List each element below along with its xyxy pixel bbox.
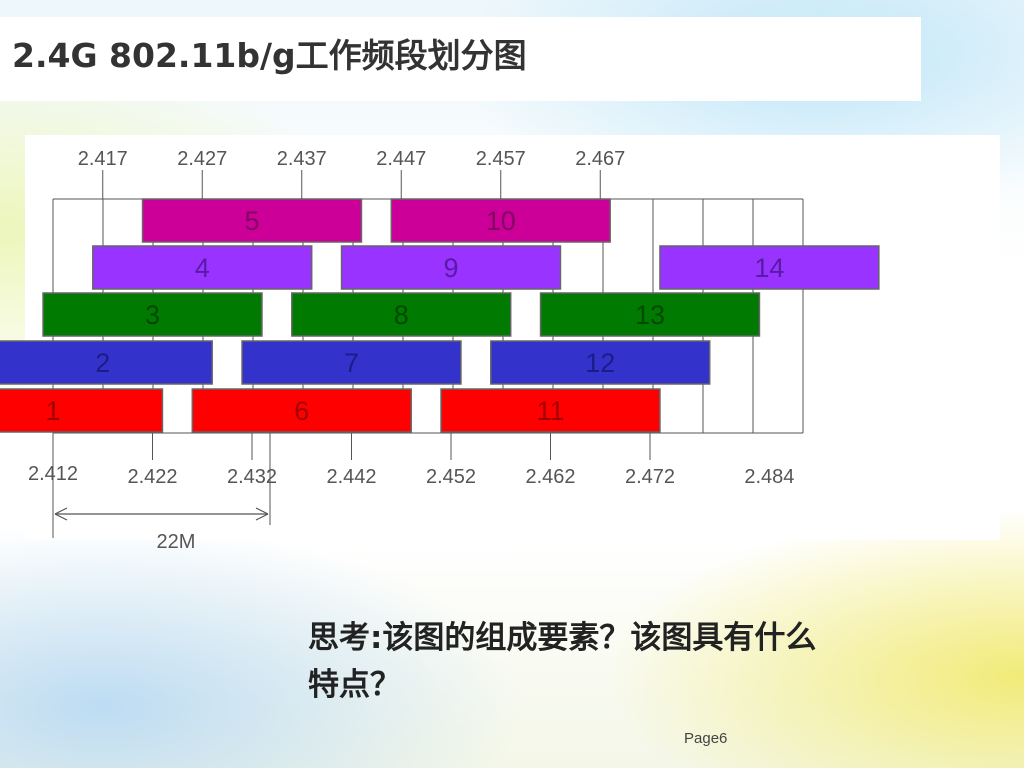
- channel-11-bar: [440, 388, 661, 433]
- bottom-frequency-label: 2.484: [744, 466, 794, 488]
- channel-5-label: 5: [244, 206, 259, 236]
- arrow-right-icon: [255, 507, 269, 521]
- bottom-frequency-label: 2.462: [525, 466, 575, 488]
- channel-5-bar: [141, 198, 363, 243]
- top-frequency-label: 2.467: [575, 148, 625, 170]
- channel-1-bar: [0, 388, 164, 433]
- channel-12-bar: [490, 340, 711, 385]
- channel-6-bar: [191, 388, 412, 433]
- channel-8-label: 8: [394, 300, 409, 330]
- channel-12-label: 12: [585, 348, 615, 378]
- top-frequency-label: 2.437: [277, 148, 327, 170]
- channel-14-bar: [659, 245, 880, 290]
- bandwidth-label: 22M: [157, 531, 196, 553]
- channel-2-label: 2: [95, 348, 110, 378]
- bottom-frequency-label: 2.422: [127, 466, 177, 488]
- channel-10-label: 10: [486, 206, 516, 236]
- channel-8-bar: [291, 292, 512, 337]
- channel-13-bar: [539, 292, 761, 337]
- channel-3-bar: [42, 292, 263, 337]
- bottom-frequency-label: 2.442: [326, 466, 376, 488]
- channel-2-bar: [0, 340, 213, 385]
- channel-11-label: 11: [536, 396, 564, 426]
- top-frequency-label: 2.457: [476, 148, 526, 170]
- channel-4-bar: [92, 245, 313, 290]
- channel-6-label: 6: [294, 396, 309, 426]
- channel-7-bar: [241, 340, 462, 385]
- title-panel: [0, 17, 921, 101]
- top-frequency-label: 2.447: [376, 148, 426, 170]
- channel-3-label: 3: [145, 300, 160, 330]
- bottom-frequency-label: 2.472: [625, 466, 675, 488]
- channel-9-label: 9: [443, 253, 458, 283]
- top-frequency-label: 2.427: [177, 148, 227, 170]
- bottom-frequency-label: 2.432: [227, 466, 277, 488]
- channel-14-label: 14: [754, 253, 784, 283]
- channel-9-bar: [340, 245, 562, 290]
- question-text: 思考:该图的组成要素？该图具有什么特点？: [308, 620, 817, 703]
- arrow-left-icon: [54, 507, 68, 521]
- channel-7-label: 7: [344, 348, 359, 378]
- bottom-frequency-label: 2.452: [426, 466, 476, 488]
- top-frequency-label: 2.417: [78, 148, 128, 170]
- page-number: Page6: [684, 730, 728, 747]
- channel-13-label: 13: [635, 300, 665, 330]
- channel-1-label: 1: [45, 396, 60, 426]
- slide-title: 2.4G 802.11b/g工作频段划分图: [12, 36, 527, 75]
- channel-4-label: 4: [195, 253, 210, 283]
